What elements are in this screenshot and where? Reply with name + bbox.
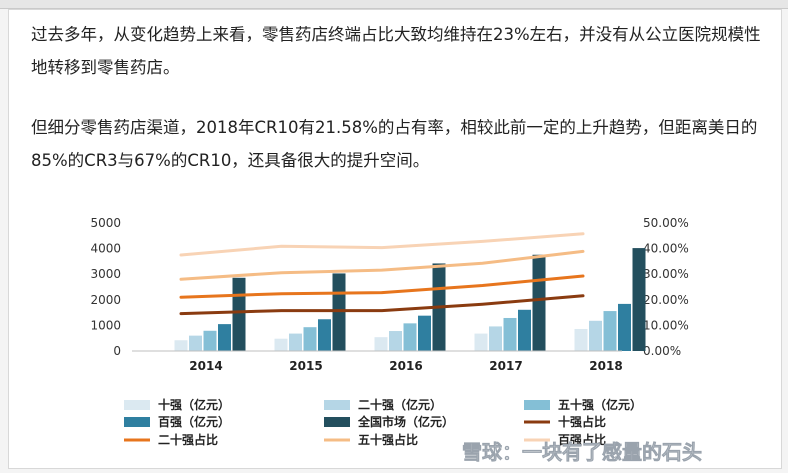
legend-label: 十强（亿元） [158, 397, 230, 412]
y2-tick-label: 20.00% [643, 293, 689, 307]
bar [603, 311, 617, 351]
bar [274, 338, 288, 351]
y2-tick-label: 10.00% [643, 318, 689, 332]
y2-tick-label: 50.00% [643, 216, 689, 230]
legend-swatch [124, 400, 150, 410]
bar [418, 315, 431, 351]
legend-label: 百强（亿元） [158, 414, 230, 429]
x-tick-label: 2015 [289, 359, 322, 373]
paragraph-1: 过去多年，从变化趋势上来看，零售药店终端占比大致均维持在23%左右，并没有从公立… [31, 25, 761, 77]
bar [303, 327, 317, 351]
legend-label: 二十强占比 [158, 432, 218, 447]
bar [532, 254, 546, 351]
x-tick-label: 2017 [489, 359, 522, 373]
y-tick-label: 1000 [90, 318, 121, 332]
bar [332, 273, 346, 351]
bar [232, 277, 246, 351]
x-tick-label: 2018 [589, 359, 622, 373]
legend-label: 全国市场（亿元） [357, 414, 454, 429]
legend-swatch [324, 417, 350, 427]
bar [174, 340, 188, 351]
bar [503, 317, 517, 351]
watermark-text: 雪球：一块有了感量的石头 [462, 440, 702, 464]
bar [403, 323, 417, 351]
legend-label: 五十强占比 [358, 432, 418, 447]
paragraph-2: 但细分零售药店渠道，2018年CR10有21.58%的占有率，相较此前一定的上升… [31, 118, 758, 170]
legend-label: 百强占比 [558, 432, 606, 447]
legend-label: 十强占比 [558, 414, 606, 429]
y2-tick-label: 0.00% [643, 344, 681, 358]
bar [218, 324, 231, 351]
legend-swatch [324, 400, 350, 410]
x-tick-label: 2014 [189, 359, 222, 373]
bar [318, 319, 331, 351]
bar [389, 331, 402, 351]
bar [489, 326, 502, 351]
y-tick-label: 5000 [90, 216, 121, 230]
bar [189, 335, 202, 351]
y2-tick-label: 40.00% [643, 242, 689, 256]
x-tick-label: 2016 [389, 359, 422, 373]
bar [589, 320, 602, 351]
bar [518, 309, 531, 351]
legend-swatch [524, 400, 550, 410]
legend-label: 二十强（亿元） [358, 397, 442, 412]
bar [374, 337, 388, 351]
y-tick-label: 3000 [90, 267, 121, 281]
bar [618, 303, 631, 351]
article-card: 过去多年，从变化趋势上来看，零售药店终端占比大致均维持在23%左右，并没有从公立… [8, 9, 782, 469]
legend-swatch [124, 417, 150, 427]
series-line [179, 294, 585, 316]
legend-label: 五十强（亿元） [558, 397, 642, 412]
series-line [179, 274, 585, 299]
top-strip [0, 0, 788, 9]
y-tick-label: 0 [113, 344, 121, 358]
series-line [179, 232, 585, 257]
y2-tick-label: 30.00% [643, 267, 689, 281]
y-tick-label: 2000 [90, 293, 121, 307]
series-line [179, 249, 585, 281]
bar [574, 328, 588, 351]
y-tick-label: 4000 [90, 242, 121, 256]
bar [632, 248, 646, 351]
bar [203, 330, 217, 351]
bar [289, 333, 302, 351]
bar [474, 333, 488, 351]
